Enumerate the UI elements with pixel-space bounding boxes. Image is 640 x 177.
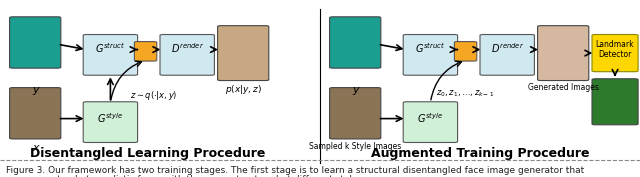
FancyBboxPatch shape — [218, 26, 269, 81]
Text: $D^{render}$: $D^{render}$ — [491, 41, 524, 55]
Text: $G^{struct}$: $G^{struct}$ — [415, 41, 445, 55]
Text: y: y — [32, 85, 38, 95]
Text: $p(x|y, z)$: $p(x|y, z)$ — [225, 83, 262, 96]
Text: Figure 3. Our framework has two training stages. The first stage is to learn a s: Figure 3. Our framework has two training… — [6, 166, 585, 175]
FancyBboxPatch shape — [592, 79, 638, 125]
FancyBboxPatch shape — [330, 88, 381, 139]
Text: can generate photo-realistic faces with the same structure but different styles.: can generate photo-realistic faces with … — [6, 175, 365, 177]
Text: $D^{render}$: $D^{render}$ — [171, 41, 204, 55]
FancyBboxPatch shape — [83, 102, 138, 142]
FancyBboxPatch shape — [10, 17, 61, 68]
Text: Landmark
Detector: Landmark Detector — [596, 40, 634, 59]
Text: $G^{style}$: $G^{style}$ — [417, 112, 444, 125]
Text: $G^{struct}$: $G^{struct}$ — [95, 41, 125, 55]
FancyBboxPatch shape — [538, 26, 589, 81]
Text: Generated Images: Generated Images — [528, 83, 598, 92]
FancyBboxPatch shape — [403, 102, 458, 142]
Text: $z \sim q(\cdot|x, y)$: $z \sim q(\cdot|x, y)$ — [130, 88, 177, 101]
Text: Disentangled Learning Procedure: Disentangled Learning Procedure — [29, 147, 265, 161]
Text: x: x — [32, 143, 38, 153]
Text: Sampled k Style Images: Sampled k Style Images — [309, 142, 401, 151]
FancyBboxPatch shape — [160, 35, 214, 75]
FancyBboxPatch shape — [83, 35, 138, 75]
FancyBboxPatch shape — [134, 42, 157, 61]
Text: y: y — [352, 85, 358, 95]
Text: $z_0, z_1, \ldots, z_{k-1}$: $z_0, z_1, \ldots, z_{k-1}$ — [436, 88, 494, 99]
FancyBboxPatch shape — [10, 88, 61, 139]
FancyBboxPatch shape — [592, 35, 638, 72]
FancyBboxPatch shape — [330, 17, 381, 68]
Text: Augmented Training Procedure: Augmented Training Procedure — [371, 147, 589, 161]
Text: $G^{style}$: $G^{style}$ — [97, 112, 124, 125]
FancyBboxPatch shape — [454, 42, 477, 61]
FancyBboxPatch shape — [403, 35, 458, 75]
FancyBboxPatch shape — [480, 35, 534, 75]
